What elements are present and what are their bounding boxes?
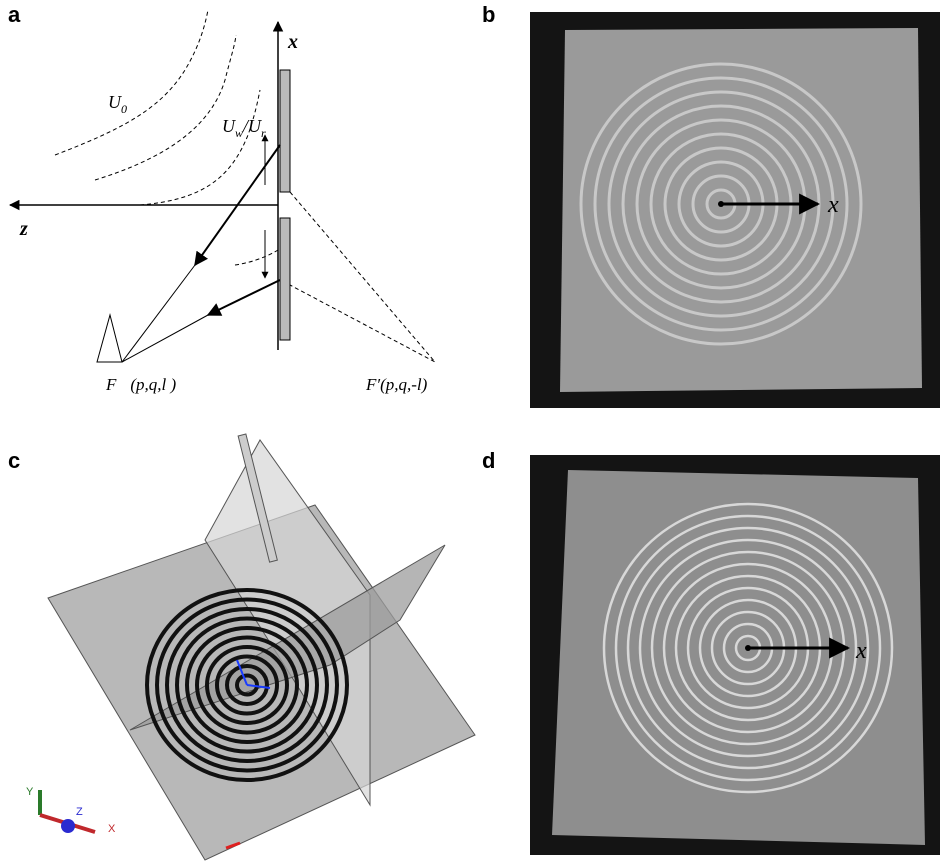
field-label: U0 xyxy=(108,92,127,116)
z-axis-label: z xyxy=(19,218,28,240)
panel-label: d xyxy=(482,448,495,473)
panel-d: d x xyxy=(482,448,940,855)
x-axis-label: x xyxy=(827,192,839,218)
image-focus-label: F′(p,q,-l) xyxy=(365,375,428,394)
figure: a x z U0 Uw/Ur F(p,q,l ) F′(p,q,-l) b xyxy=(0,0,944,863)
plate xyxy=(280,218,290,340)
panel-a: a x z U0 Uw/Ur F(p,q,l ) F′(p,q,-l) xyxy=(8,2,435,394)
plate xyxy=(280,70,290,192)
axis-label: X xyxy=(108,823,116,835)
axis-label: Y xyxy=(26,786,34,798)
sample xyxy=(560,28,922,392)
x-axis-label: x xyxy=(855,638,867,664)
wavefronts xyxy=(55,10,435,362)
field-label: Uw/Ur xyxy=(222,116,266,140)
x-axis-label: x xyxy=(287,31,298,53)
panel-label: b xyxy=(482,2,495,27)
panel-c: c Y Z X xyxy=(8,434,475,860)
panel-label: c xyxy=(8,448,20,473)
focus-label: F(p,q,l ) xyxy=(105,375,177,394)
panel-b: b x xyxy=(482,2,940,408)
panel-label: a xyxy=(8,2,21,27)
axis-label: Z xyxy=(76,806,83,818)
sample xyxy=(552,470,925,845)
